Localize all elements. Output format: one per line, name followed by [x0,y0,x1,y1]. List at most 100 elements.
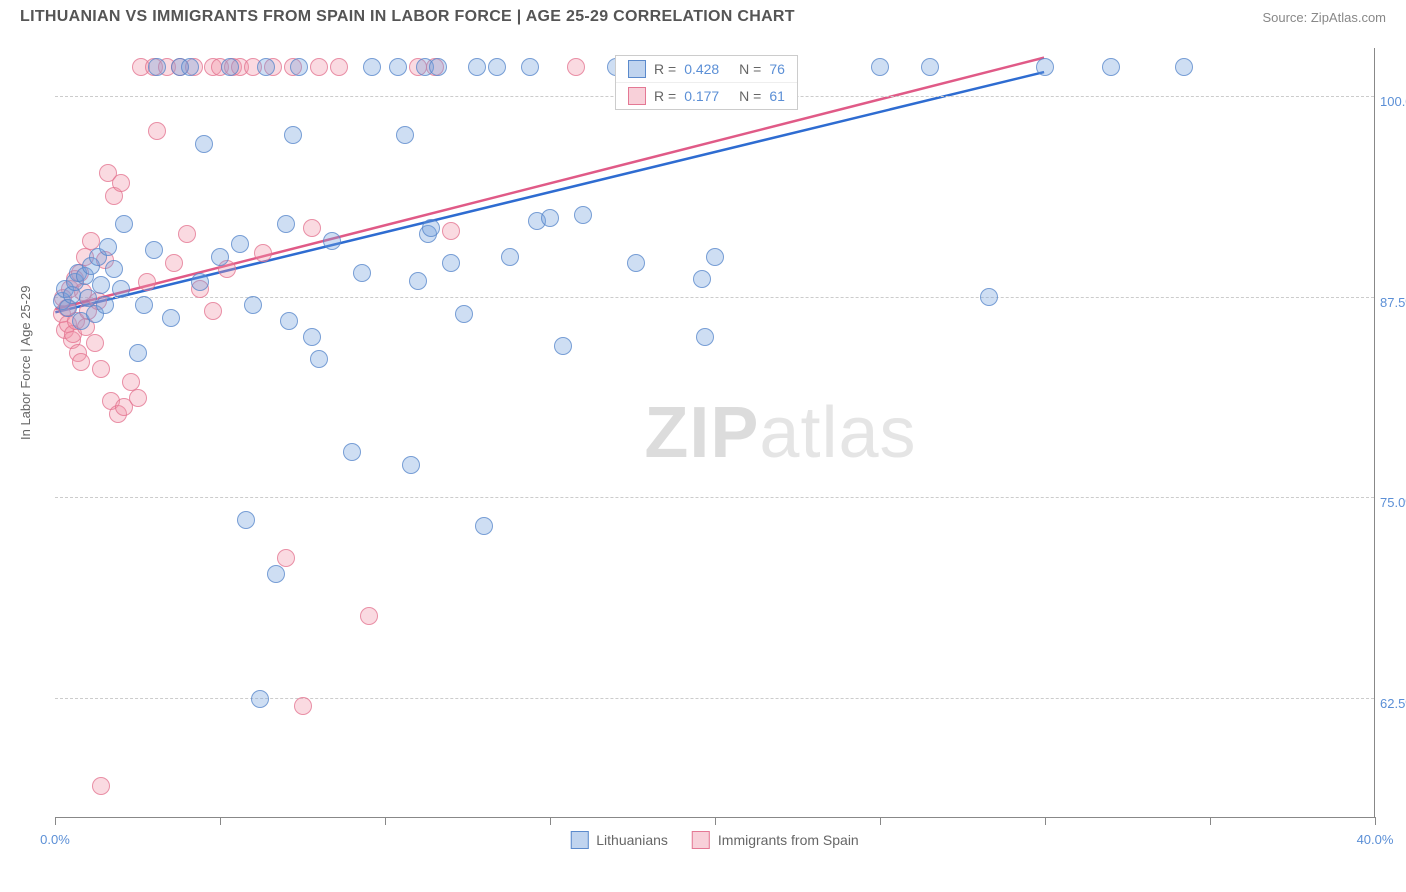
x-tick-label: 0.0% [40,832,70,847]
n-value-blue: 76 [769,61,785,77]
x-tick [880,817,881,825]
data-point [468,58,486,76]
chart-title: LITHUANIAN VS IMMIGRANTS FROM SPAIN IN L… [20,8,795,26]
data-point [237,511,255,529]
data-point [330,58,348,76]
data-point [267,565,285,583]
data-point [277,549,295,567]
legend-blue-label: Lithuanians [596,832,668,848]
data-point [112,280,130,298]
data-point [92,360,110,378]
data-point [353,264,371,282]
data-point [244,296,262,314]
data-point [360,607,378,625]
y-tick-label: 75.0% [1380,495,1406,510]
data-point [105,260,123,278]
data-point [211,248,229,266]
data-point [442,222,460,240]
data-point [980,288,998,306]
data-point [92,777,110,795]
data-point [696,328,714,346]
data-point [181,58,199,76]
data-point [290,58,308,76]
data-point [475,517,493,535]
data-point [488,58,506,76]
data-point [231,235,249,253]
y-axis-label: In Labor Force | Age 25-29 [18,286,33,440]
data-point [501,248,519,266]
data-point [280,312,298,330]
source-attribution: Source: ZipAtlas.com [1262,10,1386,25]
correlation-legend: R = 0.428 N = 76 R = 0.177 N = 61 [615,55,798,110]
data-point [693,270,711,288]
data-point [303,328,321,346]
data-point [115,215,133,233]
n-value-pink: 61 [769,88,785,104]
x-tick [1045,817,1046,825]
x-tick [385,817,386,825]
x-tick [220,817,221,825]
data-point [96,296,114,314]
gridline [55,497,1374,498]
data-point [541,209,559,227]
data-point [165,254,183,272]
data-point [145,241,163,259]
swatch-blue-icon [570,831,588,849]
x-tick [1375,817,1376,825]
y-tick-label: 62.5% [1380,696,1406,711]
data-point [389,58,407,76]
data-point [921,58,939,76]
data-point [1175,58,1193,76]
correlation-row-blue: R = 0.428 N = 76 [616,56,797,83]
data-point [191,273,209,291]
data-point [554,337,572,355]
data-point [567,58,585,76]
data-point [129,389,147,407]
legend-bottom: Lithuanians Immigrants from Spain [570,831,858,849]
data-point [294,697,312,715]
data-point [706,248,724,266]
data-point [257,58,275,76]
data-point [871,58,889,76]
data-point [1036,58,1054,76]
data-point [72,353,90,371]
legend-item-pink: Immigrants from Spain [692,831,859,849]
data-point [343,443,361,461]
swatch-pink-icon [628,87,646,105]
legend-pink-label: Immigrants from Spain [718,832,859,848]
data-point [284,126,302,144]
data-point [455,305,473,323]
x-tick [550,817,551,825]
data-point [323,232,341,250]
data-point [86,334,104,352]
correlation-row-pink: R = 0.177 N = 61 [616,83,797,109]
y-tick-label: 100.0% [1380,94,1406,109]
data-point [148,58,166,76]
data-point [409,272,427,290]
data-point [178,225,196,243]
data-point [251,690,269,708]
data-point [277,215,295,233]
data-point [396,126,414,144]
data-point [135,296,153,314]
data-point [442,254,460,272]
data-point [162,309,180,327]
data-point [627,254,645,272]
data-point [521,58,539,76]
data-point [422,219,440,237]
data-point [221,58,239,76]
data-point [195,135,213,153]
r-value-pink: 0.177 [684,88,719,104]
swatch-blue-icon [628,60,646,78]
r-value-blue: 0.428 [684,61,719,77]
data-point [310,58,328,76]
data-point [363,58,381,76]
data-point [310,350,328,368]
y-tick-label: 87.5% [1380,295,1406,310]
x-tick [55,817,56,825]
data-point [574,206,592,224]
data-point [303,219,321,237]
data-point [204,302,222,320]
data-point [254,244,272,262]
data-point [129,344,147,362]
